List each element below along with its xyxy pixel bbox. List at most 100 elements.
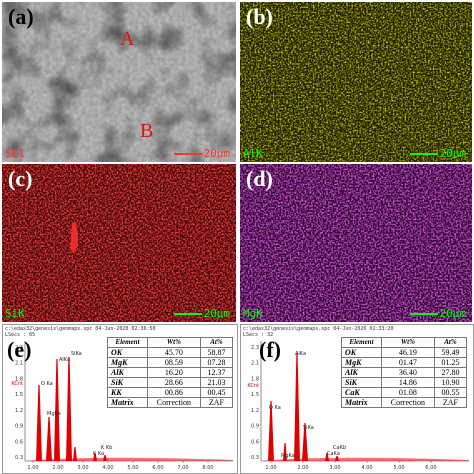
spectrum-f-header: c:\edax32\genesis\genmaps.spc 04-Jun-202… xyxy=(243,326,394,338)
peak-label: O Ka xyxy=(41,381,53,387)
y-tick-label: 0.3 xyxy=(15,455,23,461)
peak-label: SiKa xyxy=(303,425,314,431)
at-cell: 27.80 xyxy=(433,367,468,378)
table-row: Matrix Correction ZAF xyxy=(107,397,234,408)
table-row: KK 00.86 00.45 xyxy=(107,387,234,398)
table-row: MgK 08.59 07.28 xyxy=(107,357,234,368)
y-tick-label: 1.2 xyxy=(251,408,259,414)
element-cell: MgK xyxy=(107,357,148,368)
spectrum-peak xyxy=(294,353,300,461)
scale-text-d: 20μm xyxy=(439,307,467,320)
peak-label: SiKa xyxy=(71,351,82,357)
at-cell: 59.49 xyxy=(433,347,468,358)
map-panel-c: (c) SiK 20μm xyxy=(2,164,236,322)
x-tick-label: 6.00 xyxy=(152,465,163,471)
eds-f-h-at: At% xyxy=(433,337,468,348)
peak-label: AlKa xyxy=(59,357,70,363)
at-cell: 21.03 xyxy=(199,377,234,388)
y-tick-label: 0.9 xyxy=(15,424,23,430)
panel-c-label: (c) xyxy=(8,166,33,191)
table-row: SiK 14.86 10.90 xyxy=(341,377,468,388)
peak-label: K Ka xyxy=(93,451,104,457)
y-tick-label: 2.1 xyxy=(15,361,23,367)
element-cell: CaK xyxy=(341,387,382,398)
wt-cell: 36.40 xyxy=(380,367,435,378)
x-tick-label: 1.00 xyxy=(265,465,276,471)
wt-cell: 28.66 xyxy=(146,377,201,388)
element-cell: OK xyxy=(341,347,382,358)
spectrum-f-lsec: LSecs : 32 xyxy=(243,332,274,338)
at-cell: ZAF xyxy=(433,397,468,408)
y-tick-label: 1.5 xyxy=(15,392,23,398)
wt-cell: 01.47 xyxy=(380,357,435,368)
x-tick-label: 1.00 xyxy=(27,465,38,471)
element-cell: Matrix xyxy=(341,397,382,408)
eds-spectrum-f: c:\edax32\genesis\genmaps.spc 04-Jun-202… xyxy=(240,324,474,474)
peak-label: O Ka xyxy=(269,405,281,411)
peak-label: MgKa xyxy=(47,411,61,417)
eds-e-h-wt: Wt% xyxy=(146,337,201,348)
alk-map-texture xyxy=(240,2,472,162)
spectrum-background xyxy=(25,457,233,461)
x-tick-label: 5.00 xyxy=(127,465,138,471)
spectrum-peak xyxy=(302,423,308,461)
at-cell: 10.90 xyxy=(433,377,468,388)
x-tick-label: 7.00 xyxy=(177,465,188,471)
spectrum-background xyxy=(261,457,469,461)
table-row: OK 45.70 58.87 xyxy=(107,347,234,358)
panel-a-label: (a) xyxy=(8,4,34,29)
scale-text-b: 20μm xyxy=(439,147,467,160)
wt-cell: 01.08 xyxy=(380,387,435,398)
at-cell: 58.87 xyxy=(199,347,234,358)
y-tick-label: 1.8 xyxy=(15,376,23,382)
scale-bar-a: 20μm xyxy=(173,147,231,160)
at-cell: 07.28 xyxy=(199,357,234,368)
spectrum-f-file: c:\edax32\genesis\genmaps.spc 04-Jun-202… xyxy=(243,326,394,332)
eds-table-f-header: Element Wt% At% xyxy=(341,337,468,348)
panel-d-label: (d) xyxy=(246,166,273,191)
sik-map-texture xyxy=(2,164,236,322)
marker-a: A xyxy=(120,28,135,50)
wt-cell: 45.70 xyxy=(146,347,201,358)
element-cell: AlK xyxy=(107,367,148,378)
spectrum-peak xyxy=(66,357,72,461)
eds-table-f: Element Wt% At% OK 46.19 59.49 MgK 01.47 01.… xyxy=(341,337,468,408)
scale-text-a: 20μm xyxy=(203,147,231,160)
y-tick-label: 0.6 xyxy=(251,439,259,445)
scale-bar-b: 20μm xyxy=(409,147,467,160)
spectrum-e-lsec: LSecs : 65 xyxy=(5,332,36,338)
wt-cell: 08.59 xyxy=(146,357,201,368)
table-row: AlK 16.20 12.37 xyxy=(107,367,234,378)
panel-e-label: (e) xyxy=(7,337,32,362)
x-tick-label: 2.00 xyxy=(52,465,63,471)
channel-se1: SE1 xyxy=(5,147,25,160)
wt-cell: 16.20 xyxy=(146,367,201,378)
scale-text-c: 20μm xyxy=(203,307,231,320)
eds-f-h-element: Element xyxy=(341,337,382,348)
panel-f-label: (f) xyxy=(259,337,281,362)
spectrum-peak xyxy=(268,401,274,461)
x-tick-label: 2.00 xyxy=(297,465,308,471)
eds-f-h-wt: Wt% xyxy=(380,337,435,348)
peak-label: CaKb xyxy=(333,445,346,451)
table-row: OK 46.19 59.49 xyxy=(341,347,468,358)
y-tick-label: 1.8 xyxy=(251,376,259,382)
eds-e-h-element: Element xyxy=(107,337,148,348)
channel-alk: AlK xyxy=(243,147,263,160)
at-cell: 12.37 xyxy=(199,367,234,378)
peak-label: AlKa xyxy=(295,351,306,357)
peak-label: CaKa xyxy=(327,451,340,457)
eds-e-h-at: At% xyxy=(199,337,234,348)
at-cell: 00.55 xyxy=(433,387,468,398)
spectrum-peak xyxy=(283,443,287,461)
eds-table-e: Element Wt% At% OK 45.70 58.87 MgK 08.59 07.… xyxy=(107,337,234,408)
spectrum-peak xyxy=(73,447,77,461)
element-cell: SiK xyxy=(107,377,148,388)
spectrum-e-file: c:\edax32\genesis\genmaps.spc 04-Jun-202… xyxy=(5,326,156,332)
y-unit-label: KCnt xyxy=(247,383,259,389)
at-cell: 01.25 xyxy=(433,357,468,368)
element-cell: KK xyxy=(107,387,148,398)
element-cell: SiK xyxy=(341,377,382,388)
y-tick-label: 1.5 xyxy=(251,392,259,398)
x-tick-label: 5.00 xyxy=(393,465,404,471)
